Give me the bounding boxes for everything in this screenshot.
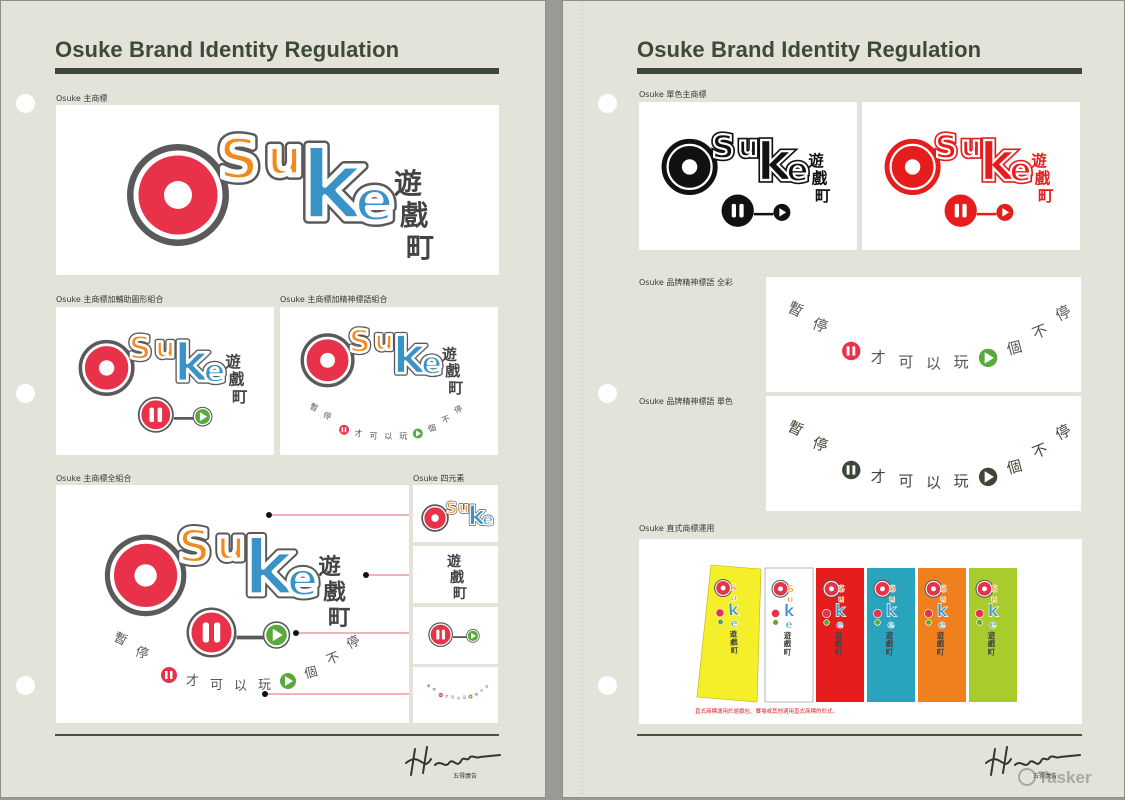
binder-hole (598, 94, 617, 113)
mono-black-logo (639, 102, 857, 229)
company-signature: 五得廣告 (405, 746, 501, 780)
banner-orange (918, 568, 966, 702)
banner-red (816, 568, 864, 702)
label-slogan-mono: Osuke 品牌精神標語 單色 (639, 397, 733, 406)
element-wordmark-panel (413, 485, 498, 542)
label-four-elements: Osuke 四元素 (413, 474, 465, 483)
page-title: Osuke Brand Identity Regulation (55, 37, 400, 62)
binder-hole (16, 384, 35, 403)
binder-hole (16, 676, 35, 695)
label-logo-full: Osuke 主商標全組合 (56, 474, 132, 483)
page-divider-dots (563, 1, 1124, 799)
label-logo-slogan: Osuke 主商標加精神標語組合 (280, 295, 388, 304)
watermark-icon (1018, 768, 1036, 786)
logo-slogan-panel (280, 307, 498, 455)
logo-full-panel (56, 485, 409, 723)
banner-lime (969, 568, 1017, 702)
watermark: Tasker (1018, 768, 1092, 788)
logo-full-combination (56, 512, 409, 697)
right-page: Osuke Brand Identity Regulation Osuke 單色… (562, 0, 1125, 799)
left-page: Osuke Brand Identity Regulation Osuke 主商… (0, 0, 546, 798)
banner-teal (867, 568, 915, 702)
vertical-logo-panel: 直式商標運用於遊戲包、賽場或其他適用直式商標的形式。 (639, 539, 1082, 724)
vertical-banners: 直式商標運用於遊戲包、賽場或其他適用直式商標的形式。 (695, 564, 1017, 715)
element-slogan-panel (413, 667, 498, 723)
label-main-logo: Osuke 主商標 (56, 94, 108, 103)
footer-rule (637, 734, 1082, 736)
footer-rule (55, 734, 499, 736)
logo-with-graphic (56, 307, 274, 435)
slogan-mono-panel (766, 396, 1081, 511)
title-rule (55, 68, 499, 74)
banner-white (764, 567, 814, 703)
binder-hole (598, 384, 617, 403)
mono-red-panel (862, 102, 1080, 250)
slogan-mono-graphic (785, 417, 1074, 492)
label-logo-graphic: Osuke 主商標加輔助圖形組合 (56, 295, 164, 304)
label-vertical-logo: Osuke 直式商標運用 (639, 524, 715, 533)
main-logo-panel (56, 105, 499, 275)
slogan-color-graphic (785, 298, 1074, 373)
mono-black-panel (639, 102, 857, 250)
company-name: 五得廣告 (1033, 772, 1057, 780)
element-wordmark (421, 497, 495, 533)
label-slogan-color: Osuke 品牌精神標語 全彩 (639, 278, 733, 287)
main-logo-graphic (56, 105, 499, 275)
element-slogan (426, 682, 490, 700)
watermark-text: Tasker (1038, 768, 1092, 787)
element-play-pause (427, 621, 481, 648)
element-play-pause-panel (413, 607, 498, 664)
slogan-color-panel (766, 277, 1081, 392)
title-rule (637, 68, 1082, 74)
page-title: Osuke Brand Identity Regulation (637, 37, 982, 62)
logo-graphic-panel (56, 307, 274, 455)
binder-hole (598, 676, 617, 695)
label-mono-logo: Osuke 單色主商標 (639, 90, 707, 99)
logo-with-slogan (280, 307, 465, 442)
element-cjk (447, 553, 467, 602)
company-signature: 五得廣告 (985, 746, 1081, 780)
vertical-note: 直式商標運用於遊戲包、賽場或其他適用直式商標的形式。 (695, 707, 838, 715)
company-name: 五得廣告 (453, 772, 477, 780)
binder-hole (16, 94, 35, 113)
banner-yellow (696, 564, 762, 703)
element-cjk-panel (413, 546, 498, 603)
mono-red-logo (862, 102, 1080, 229)
